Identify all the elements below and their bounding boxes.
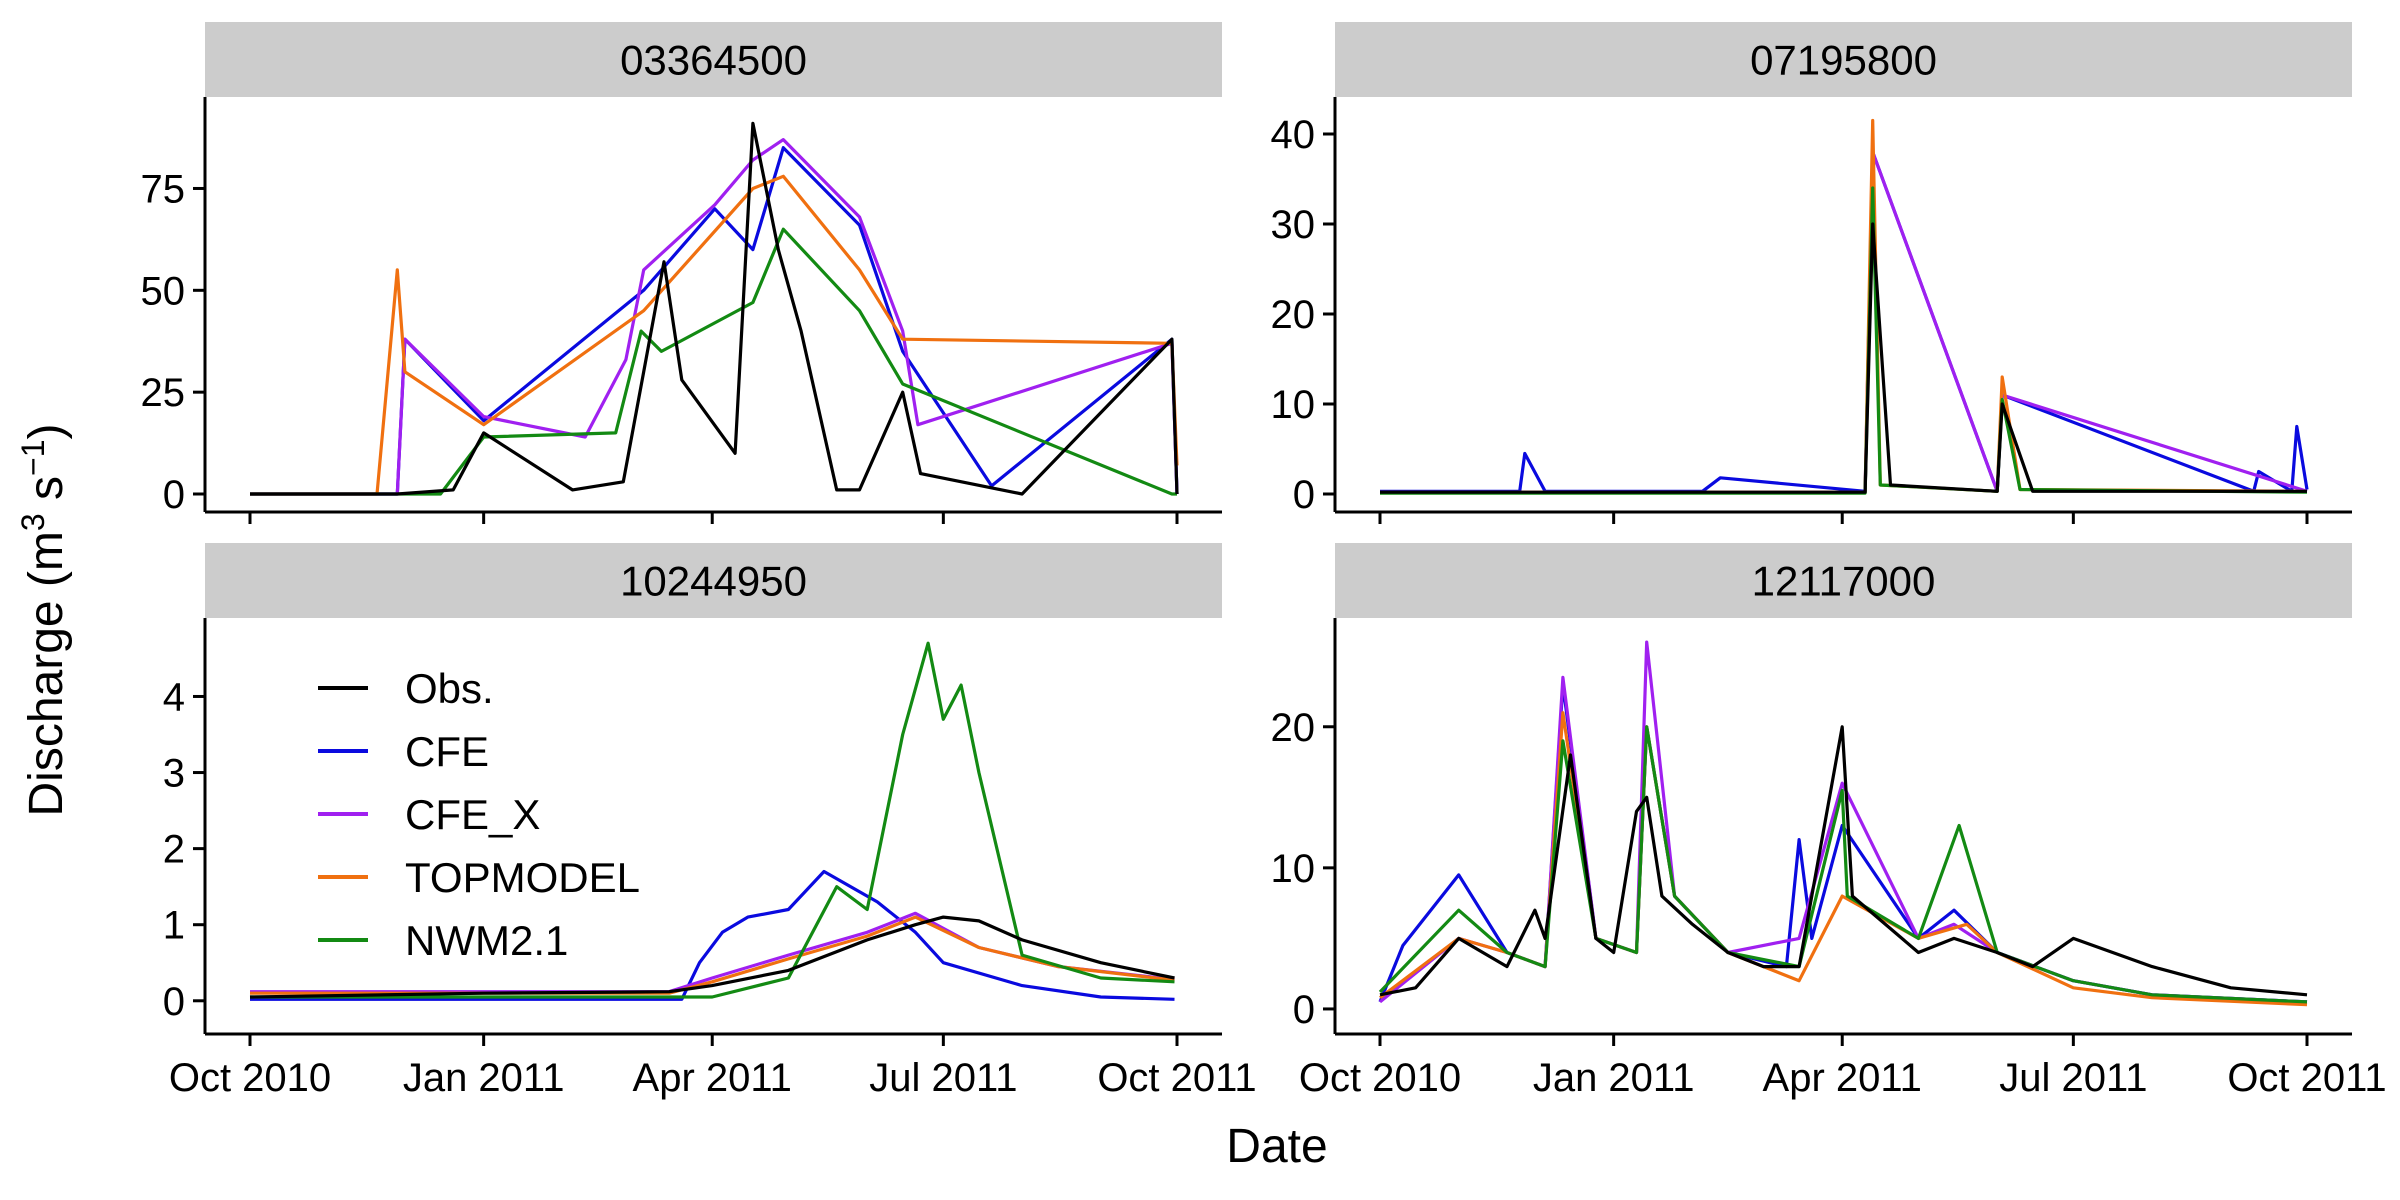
facet-strip-label: 03364500	[620, 37, 807, 84]
panel-10244950: 10244950 0 1 2 3 4 Oct 2010 Jan 2011 Apr 2011 Jul…	[163, 543, 1257, 1100]
y-tick-label: 2	[163, 828, 185, 872]
facet-strip-label: 12117000	[1752, 558, 1936, 605]
y-axis-title-end: )	[20, 423, 73, 439]
facet-strip-label: 07195800	[1750, 37, 1937, 84]
x-tick-label: Oct 2011	[2227, 1056, 2386, 1100]
x-tick-label: Jan 2011	[1533, 1056, 1695, 1100]
y-axis-title-superscript-1: 3	[15, 513, 51, 531]
facet-strip	[1335, 22, 2352, 97]
y-tick-label: 10	[1271, 847, 1316, 891]
legend-label: TOPMODEL	[405, 854, 640, 901]
y-tick-label: 20	[1271, 706, 1316, 750]
legend-item: CFE_X	[318, 791, 540, 838]
x-tick-label: Jan 2011	[403, 1056, 565, 1100]
legend-item: NWM2.1	[318, 917, 568, 964]
facet-strip	[1335, 543, 2352, 618]
series-line-cfe	[250, 146, 1179, 496]
y-tick-label: 0	[1293, 473, 1315, 517]
facet-strip-label: 10244950	[620, 558, 807, 605]
y-tick-label: 4	[163, 675, 185, 719]
x-axis-title: Date	[1226, 1120, 1327, 1173]
series-line-obs-	[250, 121, 1179, 496]
y-tick-label: 3	[163, 752, 185, 796]
x-tick-label: Oct 2010	[169, 1056, 331, 1100]
y-tick-label: 40	[1271, 113, 1316, 157]
series-line-obs-	[1380, 222, 2307, 494]
y-axis-title-main: Discharge (m	[20, 531, 73, 816]
series-line-topmodel	[250, 915, 1175, 995]
y-tick-label: 75	[141, 167, 186, 211]
legend: Obs. CFE CFE_X TOPMODEL NWM2.1	[318, 665, 640, 964]
y-axis-title-mid: s	[20, 476, 73, 513]
series-line-obs-	[1379, 725, 2308, 997]
series-line-topmodel	[1380, 118, 2308, 494]
series-line-obs-	[249, 915, 1175, 999]
y-tick-label: 0	[163, 980, 185, 1024]
facet-strip	[205, 22, 1222, 97]
series-line-cfe	[250, 869, 1175, 1001]
y-tick-label: 0	[1293, 988, 1315, 1032]
legend-label: CFE_X	[405, 791, 540, 838]
panel-03364500: 03364500 0 25 50 75	[141, 22, 1222, 524]
series-line-nwm2-1	[250, 641, 1175, 999]
y-tick-label: 50	[141, 269, 186, 313]
y-axis-title: Discharge (m3 s−1)	[15, 423, 73, 816]
legend-item: CFE	[318, 728, 489, 775]
y-tick-label: 1	[163, 904, 185, 948]
x-tick-label: Jul 2011	[869, 1056, 1017, 1100]
x-tick-label: Apr 2011	[1763, 1056, 1922, 1100]
y-tick-label: 30	[1271, 203, 1316, 247]
panel-07195800: 07195800 0 10 20 30 40	[1271, 22, 2352, 524]
y-axis-title-superscript-2: −1	[15, 439, 51, 475]
y-tick-label: 10	[1271, 383, 1316, 427]
x-tick-label: Oct 2011	[1097, 1056, 1256, 1100]
y-tick-label: 0	[163, 473, 185, 517]
series-line-topmodel	[250, 174, 1179, 496]
x-tick-label: Apr 2011	[633, 1056, 792, 1100]
series-line-cfe-x	[250, 138, 1179, 496]
legend-label: CFE	[405, 728, 489, 775]
legend-item: Obs.	[318, 665, 494, 712]
legend-label: Obs.	[405, 665, 494, 712]
series-line-cfe-x	[250, 911, 1175, 994]
legend-item: TOPMODEL	[318, 854, 640, 901]
y-tick-label: 25	[141, 371, 186, 415]
x-tick-label: Jul 2011	[1999, 1056, 2147, 1100]
panel-12117000: 12117000 0 10 20 Oct 2010 Jan 2011 Apr 2011 Jul…	[1271, 543, 2387, 1100]
x-tick-label: Oct 2010	[1299, 1056, 1461, 1100]
series-line-cfe-x	[1380, 150, 2308, 494]
y-tick-label: 20	[1271, 293, 1316, 337]
legend-label: NWM2.1	[405, 917, 568, 964]
facet-strip	[205, 543, 1222, 618]
series-line-cfe	[1380, 150, 2309, 493]
